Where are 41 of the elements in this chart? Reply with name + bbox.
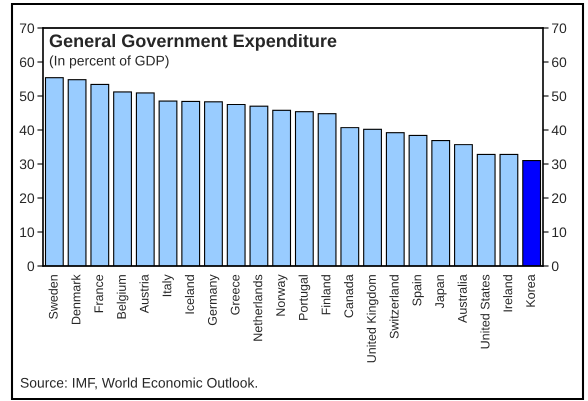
x-tick-label: Austria: [139, 274, 149, 314]
x-tick-label: Netherlands: [253, 274, 262, 341]
x-tick-label: Sweden: [48, 275, 58, 319]
y2-tick-label: 0: [552, 261, 559, 272]
x-tick-label: Australia: [458, 274, 467, 323]
y2-tick-label: 10: [552, 227, 566, 238]
y-tick-label: 50: [20, 91, 34, 102]
x-tick-label: United Kingdom: [366, 275, 378, 362]
x-tick-label: Norway: [276, 274, 288, 316]
x-tick-label: Canada: [344, 274, 354, 318]
y2-tick-label: 20: [552, 193, 566, 204]
y2-tick-label: 60: [552, 57, 566, 68]
chart-title: General Government Expenditure: [50, 34, 336, 51]
x-tick-label: Switzerland: [389, 275, 399, 338]
x-tick-label: Iceland: [184, 275, 194, 314]
x-tick-label: Portugal: [298, 275, 310, 320]
x-tick-label: Germany: [208, 274, 220, 326]
x-tick-label: Korea: [526, 274, 535, 307]
y2-tick-label: 40: [552, 125, 566, 136]
y2-tick-label: 50: [552, 91, 566, 102]
source-note: Source: IMF, World Economic Outlook.: [20, 378, 257, 390]
x-tick-label: France: [94, 274, 104, 312]
y-tick-label: 40: [20, 125, 34, 136]
x-tick-label: Greece: [230, 274, 240, 315]
text: (In percent of GDP): [50, 55, 169, 68]
y2-tick-label: 30: [552, 159, 566, 170]
y-tick-label: 70: [20, 23, 34, 34]
x-tick-label: United States: [480, 274, 490, 348]
y-tick-label: 0: [27, 261, 34, 272]
y-tick-label: 30: [20, 159, 34, 170]
x-tick-label: Spain: [412, 275, 424, 306]
x-tick-label: Denmark: [71, 274, 80, 324]
y-tick-label: 10: [20, 227, 34, 238]
x-tick-label: Finland: [321, 275, 330, 314]
y-tick-label: 20: [20, 193, 34, 204]
y-tick-label: 60: [20, 57, 34, 68]
x-tick-label: Ireland: [503, 275, 512, 312]
x-tick-label: Italy: [162, 274, 174, 296]
x-tick-label: Belgium: [116, 275, 128, 318]
x-tick-label: Japan: [435, 275, 447, 308]
y2-tick-label: 70: [552, 23, 566, 34]
